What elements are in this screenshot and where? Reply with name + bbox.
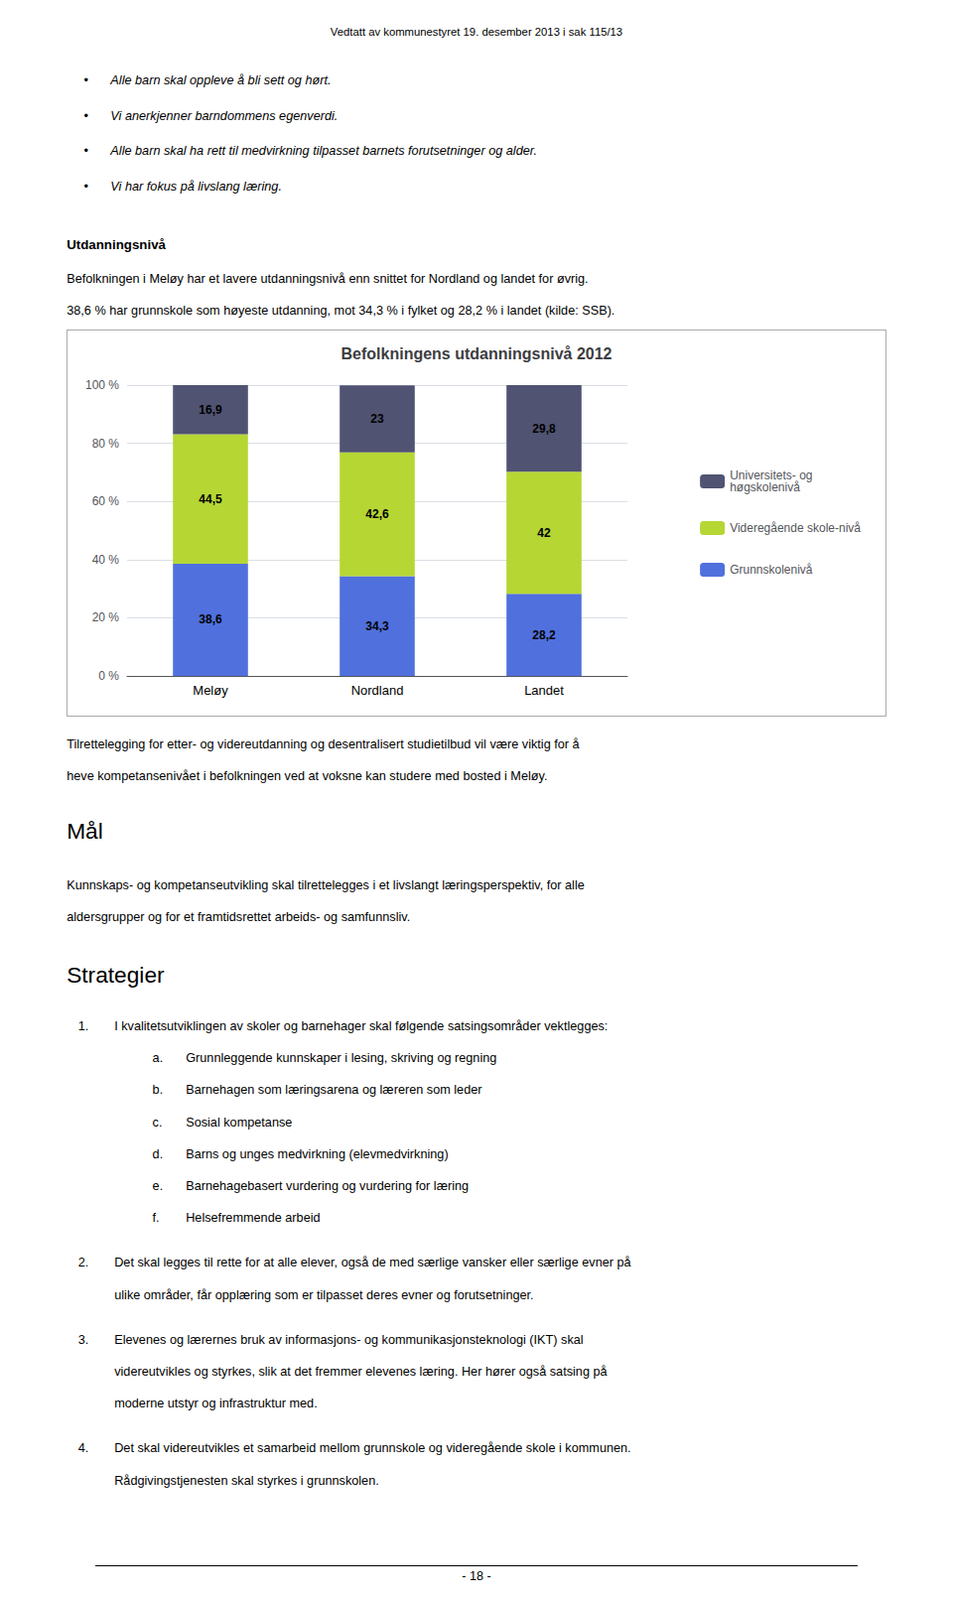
html-text:Alle barn skal ha rett til med: Alle barn skal ha rett til medvirkning t…	[110, 144, 538, 158]
svg-text:100 %: 100 %	[85, 378, 120, 393]
svg-text:20 %: 20 %	[92, 610, 121, 625]
html-text:Det skal legges til rette for: Det skal legges til rette for at alle el…	[114, 1256, 631, 1271]
svg-text:40 %: 40 %	[92, 552, 121, 567]
html-text:videreutvikles og styrkes, sli: videreutvikles og styrkes, slik at det f…	[114, 1364, 608, 1379]
svg-text:28,2: 28,2	[533, 628, 557, 643]
html-text:d.: d.	[152, 1147, 164, 1162]
html-text:Elevenes og lærernes bruk av i: Elevenes og lærernes bruk av informasjon…	[114, 1333, 584, 1347]
html-text:Barns og unges medvirkning (el: Barns og unges medvirkning (elevmedvirkn…	[185, 1147, 449, 1162]
html-text:c.: c.	[152, 1115, 163, 1130]
html-text:Helsefremmende arbeid: Helsefremmende arbeid	[185, 1211, 321, 1226]
svg-text:42,6: 42,6	[366, 507, 391, 522]
html-text:Kunnskaps- og kompetanseutvikl: Kunnskaps- og kompetanseutvikling skal t…	[66, 878, 585, 893]
html-text:Vi har fokus på livslang lærin: Vi har fokus på livslang læring.	[110, 179, 282, 194]
html-text:1.: 1.	[78, 1019, 89, 1034]
svg-text:Nordland: Nordland	[351, 682, 405, 698]
html-text:moderne utstyr og infrastruktu: moderne utstyr og infrastruktur med.	[114, 1397, 318, 1411]
svg-text:42: 42	[538, 526, 552, 541]
svg-text:60 %: 60 %	[92, 494, 121, 509]
html-text:Det skal videreutvikles et sam: Det skal videreutvikles et samarbeid mel…	[114, 1441, 631, 1456]
html-text:Barnehagen som læringsarena og: Barnehagen som læringsarena og læreren s…	[185, 1083, 482, 1098]
svg-text:Landet: Landet	[524, 682, 564, 698]
html-text:Barnehagebasert vurdering og v: Barnehagebasert vurdering og vurdering f…	[185, 1179, 469, 1194]
svg-text:38,6: 38,6	[199, 613, 224, 628]
html-text:Utdanningsnivå: Utdanningsnivå	[66, 236, 166, 252]
svg-text:29,8: 29,8	[533, 421, 557, 436]
html-text:3.: 3.	[78, 1333, 89, 1347]
svg-text:23: 23	[371, 411, 386, 426]
html-text:heve kompetansenivået i befolk: heve kompetansenivået i befolkningen ved…	[66, 769, 548, 784]
html-text:aldersgrupper og for et framti: aldersgrupper og for et framtidsrettet a…	[66, 910, 411, 925]
svg-text:16,9: 16,9	[199, 403, 224, 417]
html-text:ulike områder, får opplæring s: ulike områder, får opplæring som er tilp…	[114, 1288, 534, 1303]
html-text:Vedtatt av kommunestyret 19. d: Vedtatt av kommunestyret 19. desember 20…	[330, 25, 623, 38]
svg-text:Universitets- og: Universitets- og	[729, 468, 813, 483]
html-text:Befolkningen i Meløy har et la: Befolkningen i Meløy har et lavere utdan…	[66, 272, 589, 286]
html-text:38,6 % har grunnskole som høye: 38,6 % har grunnskole som høyeste utdann…	[66, 304, 615, 318]
svg-text:Befolkningens utdanningsnivå 2: Befolkningens utdanningsnivå 2012	[341, 345, 613, 363]
html-text:2.: 2.	[78, 1256, 89, 1271]
svg-text:0 %: 0 %	[99, 669, 121, 683]
svg-text:44,5: 44,5	[199, 492, 224, 507]
svg-text:Meløy: Meløy	[192, 682, 229, 698]
html-text:Vi anerkjenner barndommens ege: Vi anerkjenner barndommens egenverdi.	[110, 108, 338, 123]
svg-text:Grunnskolenivå: Grunnskolenivå	[729, 562, 814, 577]
html-text:Rådgivingstjenesten skal styrk: Rådgivingstjenesten skal styrkes i grunn…	[114, 1473, 380, 1488]
svg-text:Videregående skole-nivå: Videregående skole-nivå	[729, 521, 861, 536]
html-text:- 18 -: - 18 -	[461, 1569, 492, 1584]
html-text:Mål: Mål	[66, 817, 104, 844]
svg-text:høgskolenivå: høgskolenivå	[729, 480, 801, 495]
html-text:Grunnleggende kunnskaper i les: Grunnleggende kunnskaper i lesing, skriv…	[185, 1051, 497, 1066]
html-text:Sosial kompetanse: Sosial kompetanse	[185, 1115, 293, 1130]
html-text:I kvalitetsutviklingen av skol: I kvalitetsutviklingen av skoler og barn…	[114, 1019, 608, 1034]
html-text:e.: e.	[152, 1179, 164, 1194]
html-text:4.: 4.	[78, 1441, 89, 1456]
svg-text:80 %: 80 %	[92, 436, 121, 451]
html-text:f.: f.	[152, 1211, 160, 1226]
svg-text:34,3: 34,3	[366, 619, 391, 634]
html-text:Tilrettelegging for etter- og: Tilrettelegging for etter- og videreutda…	[66, 737, 580, 752]
html-text:Strategier: Strategier	[66, 961, 165, 988]
html-text:b.: b.	[152, 1083, 164, 1098]
html-text:Alle barn skal oppleve å bli s: Alle barn skal oppleve å bli sett og hør…	[110, 73, 332, 88]
html-text:a.: a.	[152, 1051, 164, 1066]
